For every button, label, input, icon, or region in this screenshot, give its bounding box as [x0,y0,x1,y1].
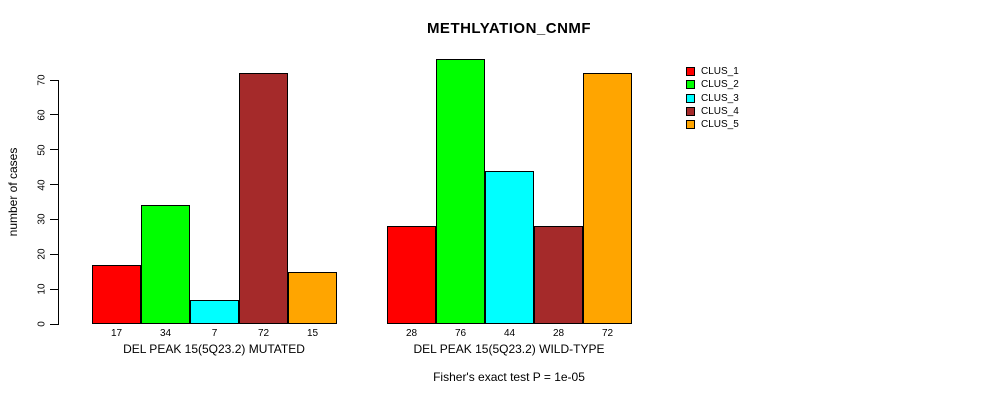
y-tick-label-10: 10 [36,283,48,295]
bar-value-group2-clus_1: 28 [405,328,418,339]
y-tick-0 [50,323,58,325]
bar-value-group2-clus_3: 44 [503,328,516,339]
legend-label-clus_4: CLUS_4 [701,105,739,117]
y-tick-10 [50,288,58,290]
legend-swatch-clus_5 [686,120,695,130]
legend-swatch-clus_2 [686,80,695,90]
y-tick-label-20: 20 [36,248,48,260]
fisher-test-annotation: Fisher's exact test P = 1e-05 [433,370,585,384]
legend-label-clus_5: CLUS_5 [701,119,739,131]
bar-value-group1-clus_2: 34 [159,328,172,339]
y-axis-label: number of cases [6,147,20,237]
y-tick-30 [50,218,58,220]
bar-value-group2-clus_5: 72 [601,328,614,339]
y-tick-70 [50,79,58,81]
group-label-mutated: DEL PEAK 15(5Q23.2) MUTATED [123,342,305,356]
bar-group2-clus_5 [583,73,632,324]
bar-value-group2-clus_2: 76 [454,328,467,339]
bar-group2-clus_1 [387,226,436,324]
bar-value-group1-clus_1: 17 [110,328,123,339]
legend-label-clus_1: CLUS_1 [701,66,739,77]
legend-swatch-clus_4 [686,106,695,116]
y-tick-label-50: 50 [36,144,48,156]
y-tick-label-30: 30 [36,213,48,225]
group-label-wild-type: DEL PEAK 15(5Q23.2) WILD-TYPE [413,342,605,356]
bar-group1-clus_5 [288,271,337,324]
y-tick-label-40: 40 [36,179,48,191]
bar-group1-clus_3 [190,299,239,324]
bar-value-group1-clus_5: 15 [306,328,319,339]
bar-value-group1-clus_4: 72 [257,328,270,339]
bar-group2-clus_2 [436,59,485,324]
y-tick-label-0: 0 [36,321,48,327]
chart-title: METHLYATION_CNMF [426,20,592,37]
bar-group2-clus_3 [485,170,534,324]
bar-group1-clus_4 [239,73,288,324]
bar-value-group2-clus_4: 28 [552,328,565,339]
y-tick-label-70: 70 [36,74,48,86]
bar-group1-clus_1 [92,264,141,324]
legend-swatch-clus_3 [686,93,695,103]
y-tick-20 [50,253,58,255]
y-tick-40 [50,184,58,186]
y-tick-50 [50,149,58,151]
y-tick-60 [50,114,58,116]
bar-group1-clus_2 [141,205,190,324]
y-tick-label-60: 60 [36,109,48,121]
bar-group2-clus_4 [534,226,583,324]
y-axis-line [58,80,59,325]
legend-label-clus_2: CLUS_2 [701,79,739,91]
legend-label-clus_3: CLUS_3 [701,92,739,104]
legend-swatch-clus_1 [686,67,695,76]
bar-value-group1-clus_3: 7 [211,328,218,339]
